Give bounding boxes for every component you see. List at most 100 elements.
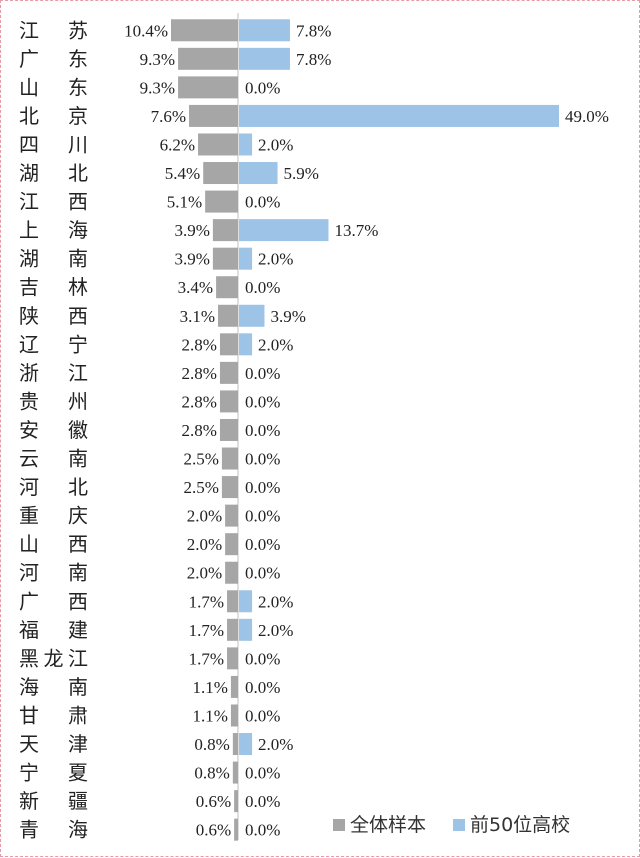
data-label-all-sample: 2.5% [183,450,218,469]
data-label-top50: 0.0% [245,78,280,97]
bar-top50 [239,104,559,127]
category-label: 山东 [19,75,88,99]
data-label-top50: 7.8% [296,21,331,40]
bar-top50 [239,162,278,185]
category-label: 陕西 [19,304,88,328]
data-label-top50: 2.0% [258,250,293,269]
bar-all-sample [171,19,238,42]
category-label: 四川 [19,132,88,156]
bar-all-sample [219,333,238,356]
data-label-all-sample: 2.0% [187,535,222,554]
data-label-all-sample: 2.8% [182,335,217,354]
data-label-all-sample: 3.9% [174,250,209,269]
category-label: 安徽 [19,418,88,442]
data-label-all-sample: 1.7% [189,621,224,640]
data-label-top50: 2.0% [258,135,293,154]
data-label-all-sample: 5.1% [167,193,202,212]
data-label-top50: 0.0% [245,564,280,583]
bar-all-sample [203,162,238,185]
bar-top50 [239,247,253,270]
bar-all-sample [227,647,238,670]
data-label-top50: 0.0% [245,478,280,497]
legend-swatch [333,819,345,831]
bar-all-sample [225,504,238,527]
data-label-all-sample: 2.8% [182,392,217,411]
bar-all-sample [189,104,238,127]
category-label: 广东 [19,47,88,71]
data-label-top50: 5.9% [284,164,319,183]
data-label-top50: 0.0% [245,392,280,411]
data-label-all-sample: 3.9% [174,221,209,240]
data-label-top50: 2.0% [258,592,293,611]
category-label: 新疆 [19,789,88,813]
data-label-top50: 0.0% [245,278,280,297]
data-label-top50: 0.0% [245,193,280,212]
data-label-all-sample: 6.2% [160,135,195,154]
category-label: 山西 [19,532,88,556]
data-label-top50: 0.0% [245,535,280,554]
category-label: 云南 [19,447,88,471]
category-label: 贵州 [19,389,88,413]
category-label: 江苏 [19,18,88,42]
bar-all-sample [205,190,238,213]
category-label: 湖南 [19,247,88,271]
legend-swatch [453,819,465,831]
category-label: 重庆 [19,504,88,528]
data-label-all-sample: 2.8% [182,421,217,440]
data-label-all-sample: 3.4% [178,278,213,297]
category-label: 吉林 [19,275,88,299]
data-label-all-sample: 2.8% [182,364,217,383]
bar-all-sample [212,247,238,270]
bar-all-sample [178,76,238,99]
bar-all-sample [234,790,238,813]
category-label: 海南 [19,675,88,699]
category-label: 黑龙江 [19,646,88,670]
bar-all-sample [232,733,238,756]
bar-top50 [239,19,290,42]
bar-top50 [239,590,253,613]
bar-all-sample [234,818,238,841]
bar-top50 [239,333,253,356]
data-label-all-sample: 9.3% [140,50,175,69]
data-label-top50: 3.9% [270,307,305,326]
data-label-top50: 0.0% [245,764,280,783]
data-label-all-sample: 1.7% [189,592,224,611]
data-label-top50: 0.0% [245,507,280,526]
data-label-top50: 0.0% [245,821,280,840]
data-label-all-sample: 0.8% [194,764,229,783]
category-label: 北京 [19,104,88,128]
data-label-top50: 2.0% [258,735,293,754]
bar-all-sample [225,533,238,556]
legend-item-all-sample: 全体样本 [350,814,426,836]
data-label-top50: 0.0% [245,649,280,668]
data-label-all-sample: 2.5% [183,478,218,497]
category-label: 福建 [19,618,88,642]
data-label-top50: 0.0% [245,706,280,725]
data-label-top50: 2.0% [258,335,293,354]
data-label-all-sample: 5.4% [165,164,200,183]
category-label: 浙江 [19,361,88,385]
data-label-top50: 2.0% [258,621,293,640]
bar-all-sample [227,618,238,641]
data-label-all-sample: 7.6% [151,107,186,126]
bar-all-sample [219,418,238,441]
data-label-all-sample: 9.3% [140,78,175,97]
category-label: 宁夏 [19,761,88,785]
data-label-top50: 49.0% [565,107,609,126]
bar-all-sample [219,361,238,384]
bar-all-sample [230,704,238,727]
data-label-all-sample: 0.6% [196,792,231,811]
category-label: 河南 [19,561,88,585]
data-label-all-sample: 3.1% [180,307,215,326]
category-label: 广西 [19,589,88,613]
category-label: 河北 [19,475,88,499]
data-label-top50: 7.8% [296,50,331,69]
bar-all-sample [178,47,238,70]
bar-top50 [239,618,253,641]
bar-all-sample [227,590,238,613]
bar-all-sample [216,276,238,299]
data-label-top50: 0.0% [245,678,280,697]
data-label-all-sample: 2.0% [187,507,222,526]
